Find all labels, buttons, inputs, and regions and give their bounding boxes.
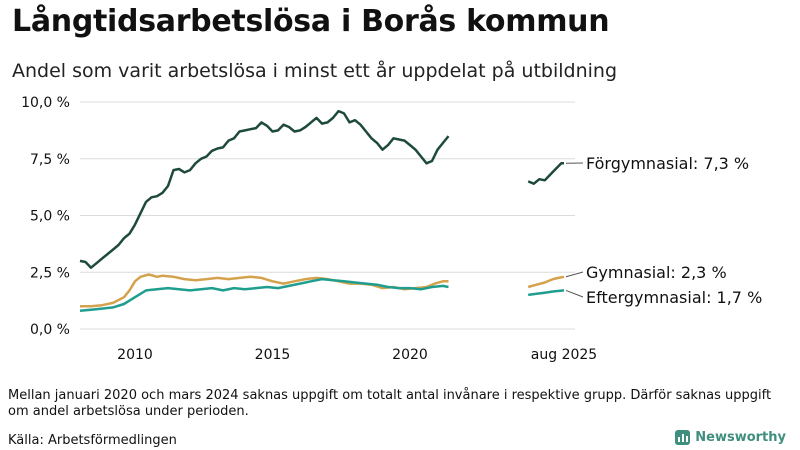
y-tick-label: 0,0 %	[30, 322, 70, 338]
x-tick-label: 2020	[392, 347, 428, 363]
y-tick-label: 7,5 %	[30, 152, 70, 168]
series-line	[527, 162, 564, 185]
x-tick-label: 2010	[117, 347, 153, 363]
line-chart: 0,0 % 2,5 % 5,0 % 7,5 % 10,0 % 2010 2015 2020 au…	[21, 95, 762, 363]
y-tick-label: 5,0 %	[30, 209, 70, 225]
series-line	[80, 273, 449, 308]
series-line	[79, 109, 450, 269]
y-tick-label: 2,5 %	[30, 265, 70, 281]
bar-chart-icon	[675, 430, 691, 445]
series-label: Gymnasial: 2,3 %	[586, 263, 727, 282]
x-tick-label: 2015	[255, 347, 291, 363]
y-tick-label: 10,0 %	[21, 95, 70, 111]
source-text: Källa: Arbetsförmedlingen	[8, 433, 177, 448]
series-line	[527, 275, 565, 289]
footnote: Mellan januari 2020 och mars 2024 saknas…	[8, 388, 772, 419]
series-line	[528, 289, 565, 297]
series-label: Förgymnasial: 7,3 %	[586, 154, 749, 173]
chart-title: Långtidsarbetslösa i Borås kommun	[12, 4, 610, 39]
label-leader	[565, 289, 584, 298]
series-label: Eftergymnasial: 1,7 %	[586, 288, 762, 307]
label-leader	[565, 271, 584, 278]
series-line	[79, 277, 449, 313]
brand-logo[interactable]: Newsworthy	[675, 430, 786, 445]
x-tick-label: aug 2025	[531, 347, 597, 363]
brand-name: Newsworthy	[695, 430, 786, 445]
chart-subtitle: Andel som varit arbetslösa i minst ett å…	[12, 60, 618, 82]
